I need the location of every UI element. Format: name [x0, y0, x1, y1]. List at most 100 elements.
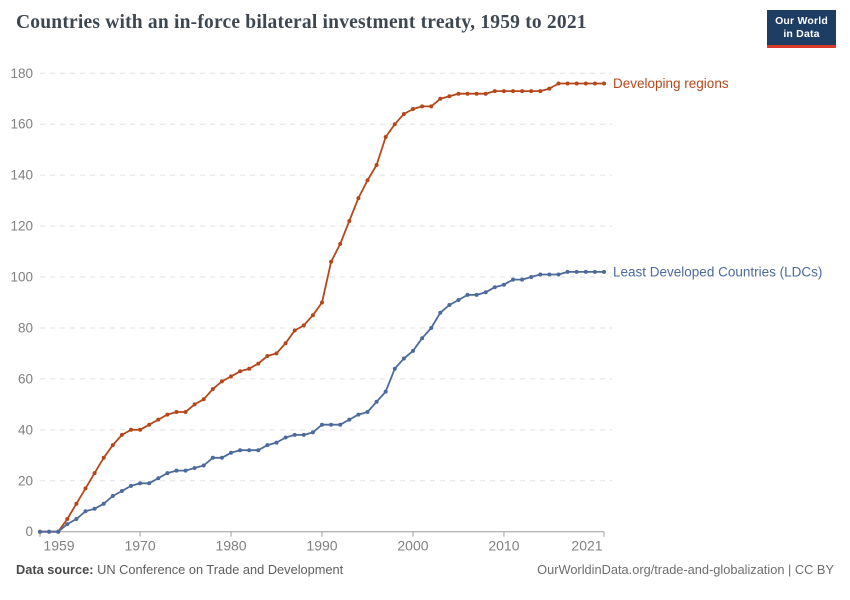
- data-point-marker: [301, 323, 306, 328]
- data-point-marker: [38, 529, 42, 534]
- data-point-marker: [520, 277, 525, 282]
- data-point-marker: [492, 89, 497, 94]
- data-point-marker: [156, 417, 161, 422]
- data-point-marker: [183, 410, 188, 414]
- data-point-marker: [365, 178, 370, 183]
- data-point-marker: [65, 522, 70, 527]
- x-axis-tick-label: 2021: [571, 538, 602, 554]
- data-point-marker: [138, 427, 143, 432]
- series-end-label[interactable]: Least Developed Countries (LDCs): [613, 264, 822, 279]
- data-point-marker: [501, 282, 506, 287]
- owid-logo-line2: in Data: [783, 28, 820, 41]
- data-point-marker: [401, 356, 406, 361]
- data-point-marker: [320, 300, 324, 305]
- data-point-marker: [74, 501, 79, 506]
- owid-url-license[interactable]: OurWorldinData.org/trade-and-globalizati…: [537, 562, 834, 577]
- data-point-marker: [238, 369, 243, 374]
- y-axis-tick-label: 60: [18, 371, 33, 386]
- data-point-marker: [210, 455, 215, 460]
- data-point-marker: [474, 292, 479, 297]
- data-point-marker: [556, 272, 561, 277]
- data-point-marker: [201, 397, 206, 402]
- data-point-marker: [420, 104, 425, 109]
- data-point-marker: [456, 298, 461, 302]
- data-point-marker: [329, 259, 334, 264]
- data-point-marker: [338, 422, 343, 427]
- data-point-marker: [201, 463, 206, 468]
- data-point-marker: [174, 468, 179, 473]
- data-point-marker: [420, 336, 425, 341]
- data-point-marker: [392, 366, 397, 371]
- data-point-marker: [247, 448, 252, 453]
- data-point-marker: [411, 107, 415, 111]
- data-point-marker: [219, 455, 224, 460]
- data-point-marker: [110, 494, 115, 498]
- data-point-marker: [165, 412, 170, 417]
- data-point-marker: [501, 89, 506, 94]
- data-point-marker: [256, 361, 261, 366]
- data-point-marker: [283, 435, 288, 440]
- data-point-marker: [110, 443, 115, 448]
- data-point-marker: [292, 328, 297, 333]
- data-point-marker: [65, 517, 70, 521]
- data-point-marker: [92, 471, 97, 476]
- data-point-marker: [547, 86, 552, 91]
- data-point-marker: [483, 290, 488, 295]
- owid-logo-line1: Our World: [775, 15, 828, 27]
- data-point-marker: [447, 94, 452, 99]
- data-point-marker: [401, 112, 406, 116]
- data-point-marker: [383, 135, 388, 139]
- y-axis-tick-label: 80: [18, 320, 33, 335]
- data-point-marker: [356, 196, 361, 201]
- data-point-marker: [329, 422, 334, 427]
- line-chart-plot-area[interactable]: 0 20 40 60 80 100 120 140 160 180 1959 1970 1980 1990…: [0, 58, 850, 558]
- data-point-marker: [147, 422, 152, 427]
- data-point-marker: [356, 412, 361, 417]
- data-point-marker: [74, 517, 79, 521]
- data-point-marker: [56, 529, 61, 534]
- data-point-marker: [438, 96, 443, 101]
- data-source-note: Data source: UN Conference on Trade and …: [16, 562, 343, 577]
- data-point-marker: [156, 476, 161, 481]
- data-source-label: Data source:: [16, 562, 94, 577]
- data-point-marker: [192, 402, 197, 407]
- data-point-marker: [47, 529, 52, 534]
- owid-logo[interactable]: Our World in Data: [767, 10, 836, 49]
- data-point-marker: [338, 241, 343, 246]
- data-point-marker: [83, 486, 88, 491]
- data-point-marker: [492, 285, 497, 290]
- data-point-marker: [229, 450, 233, 455]
- data-point-marker: [447, 303, 452, 307]
- series-line-1[interactable]: [40, 271, 604, 533]
- data-point-marker: [529, 89, 534, 94]
- series-line-0[interactable]: [40, 82, 604, 533]
- x-axis-tick-label: 2010: [488, 538, 519, 554]
- y-axis-tick-label: 180: [10, 66, 33, 81]
- data-point-marker: [347, 219, 352, 223]
- data-point-marker: [583, 269, 588, 274]
- data-point-marker: [129, 427, 133, 432]
- data-point-marker: [210, 387, 215, 392]
- data-point-marker: [592, 81, 597, 86]
- data-point-marker: [83, 509, 88, 514]
- x-axis-tick-label: 1970: [124, 538, 155, 554]
- data-point-marker: [174, 410, 179, 414]
- data-point-marker: [92, 506, 97, 511]
- data-point-marker: [119, 489, 124, 493]
- data-point-marker: [165, 471, 170, 476]
- data-point-marker: [101, 501, 106, 506]
- data-point-marker: [119, 432, 124, 437]
- y-axis-tick-label: 160: [10, 117, 33, 132]
- series-end-label[interactable]: Developing regions: [613, 76, 729, 91]
- y-axis-tick-label: 100: [10, 270, 33, 285]
- x-axis-tick-label: 2000: [397, 538, 428, 554]
- data-point-marker: [265, 354, 270, 358]
- data-point-marker: [538, 272, 543, 277]
- data-point-marker: [101, 455, 106, 460]
- data-point-marker: [602, 269, 606, 274]
- data-point-marker: [274, 351, 279, 356]
- data-point-marker: [456, 91, 461, 96]
- data-point-marker: [374, 399, 379, 404]
- data-point-marker: [374, 163, 379, 167]
- data-source-text: UN Conference on Trade and Development: [93, 562, 344, 577]
